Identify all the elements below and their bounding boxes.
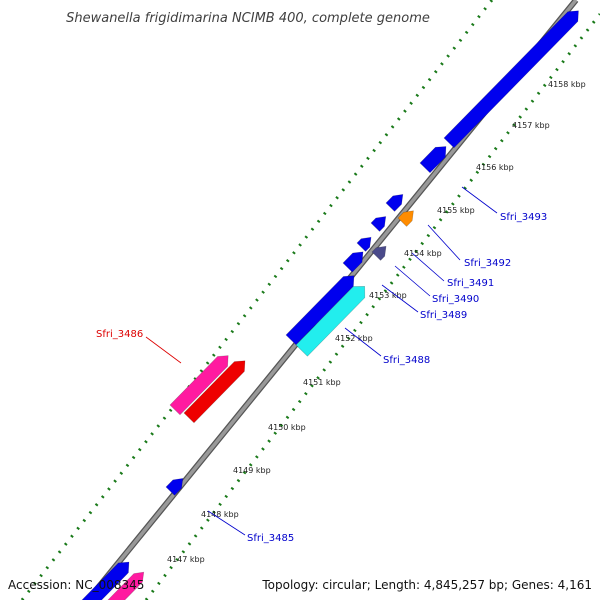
kbp-tick-label: 4154 kbp — [404, 249, 442, 258]
cds-gene — [165, 477, 184, 496]
dotted-tracks — [20, 0, 600, 600]
kbp-tick-label: 4153 kbp — [369, 291, 407, 300]
cds-gene — [81, 561, 130, 600]
cds-gene — [419, 146, 447, 174]
kbp-tick-label: 4147 kbp — [167, 555, 205, 564]
cds-gene — [285, 275, 355, 346]
kbp-tick-label: 4148 kbp — [201, 510, 239, 519]
cds-gene — [370, 216, 387, 232]
gene-label-sfri-3488: Sfri_3488 — [383, 355, 430, 366]
cds-gene — [443, 10, 579, 149]
accession-text: Accession: NC_008345 — [8, 578, 145, 592]
gene-label-sfri-3485: Sfri_3485 — [247, 533, 294, 544]
kbp-tick-label: 4149 kbp — [233, 466, 271, 475]
gene-label-sfri-3490: Sfri_3490 — [432, 294, 479, 305]
genome-title: Shewanella frigidimarina NCIMB 400, comp… — [66, 11, 430, 26]
genome-stats-text: Topology: circular; Length: 4,845,257 bp… — [262, 578, 592, 592]
inner-dotted-track — [144, 13, 600, 600]
kbp-tick-label: 4155 kbp — [437, 206, 475, 215]
gene-label-sfri-3492: Sfri_3492 — [464, 258, 511, 269]
leader-line — [394, 265, 431, 297]
leader-line — [411, 252, 445, 282]
leader-line — [344, 327, 382, 357]
cds-gene — [356, 236, 372, 252]
gene-label-sfri-3489: Sfri_3489 — [420, 310, 467, 321]
leader-line — [145, 336, 182, 364]
kbp-tick-label: 4157 kbp — [512, 121, 550, 130]
gene-labels: Sfri_3493 Sfri_3492 Sfri_3491 Sfri_3490 Sfri… — [96, 186, 547, 544]
cds-gene — [183, 360, 246, 424]
kbp-tick-label: 4152 kbp — [335, 334, 373, 343]
cds-gene — [295, 286, 366, 357]
leader-line — [461, 186, 498, 214]
outer-dotted-track — [20, 0, 494, 600]
kbp-tick-label: 4158 kbp — [548, 80, 586, 89]
cds-gene — [397, 210, 414, 227]
kbp-ticks: 4147 kbp 4148 kbp 4149 kbp 4150 kbp 4151 kbp… — [167, 80, 586, 564]
cds-gene — [385, 193, 404, 212]
gene-features — [81, 10, 579, 600]
kbp-tick-label: 4156 kbp — [476, 163, 514, 172]
cds-gene — [342, 251, 364, 273]
cds-gene — [371, 245, 387, 261]
kbp-tick-label: 4150 kbp — [268, 423, 306, 432]
cds-gene — [107, 571, 145, 600]
leader-line — [207, 510, 246, 536]
leader-line — [427, 224, 461, 261]
leader-line — [381, 284, 419, 313]
gene-label-sfri-3491: Sfri_3491 — [447, 278, 494, 289]
cds-gene — [169, 355, 229, 416]
kbp-tick-label: 4151 kbp — [303, 378, 341, 387]
gene-label-sfri-3493: Sfri_3493 — [500, 212, 547, 223]
gene-label-sfri-3486: Sfri_3486 — [96, 329, 143, 340]
